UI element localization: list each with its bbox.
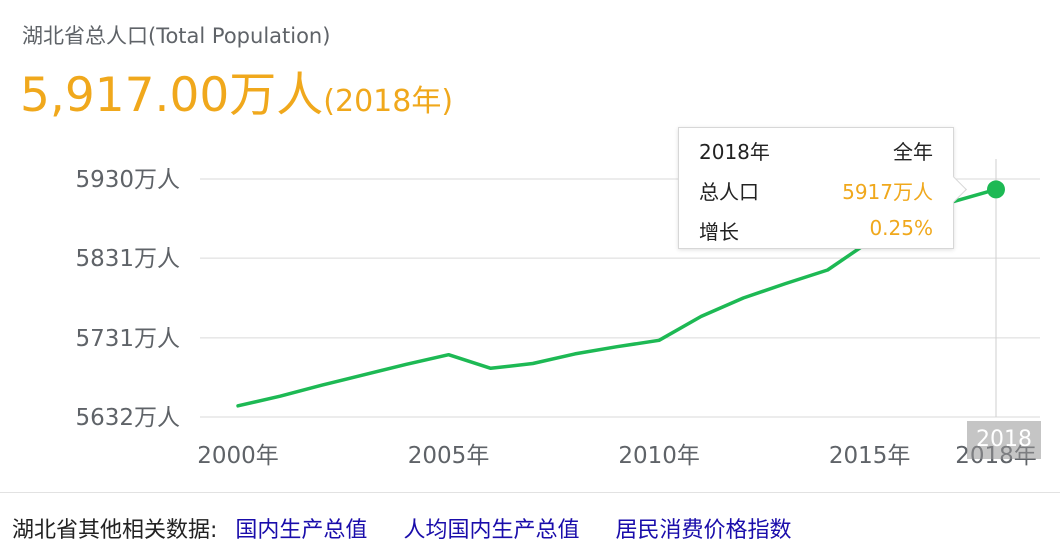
y-tick-label: 5632万人 (75, 405, 180, 431)
link-cpi[interactable]: 居民消费价格指数 (615, 518, 792, 543)
y-tick-label: 5831万人 (75, 246, 180, 272)
x-tick-label: 2005年 (408, 443, 490, 469)
x-tick-label: 2010年 (618, 443, 700, 469)
headline-value: 5,917.00万人(2018年) (20, 72, 453, 119)
x-tick-label: 2015年 (829, 443, 911, 469)
y-tick-label: 5930万人 (75, 167, 180, 193)
selected-year-badge: 2018 (967, 421, 1041, 459)
headline-year: (2018年) (323, 84, 454, 119)
link-gdp[interactable]: 国内生产总值 (235, 518, 368, 543)
highlight-point (987, 180, 1005, 199)
tooltip-period: 全年 (893, 140, 933, 164)
population-line-chart[interactable]: 5632万人 5731万人 5831万人 5930万人 2000年 2005年 2010年 2… (0, 120, 1060, 485)
x-tick-label: 2000年 (197, 443, 279, 469)
population-value: 5,917.00万人 (20, 68, 324, 123)
link-gdp-per-capita[interactable]: 人均国内生产总值 (403, 518, 580, 543)
tooltip-growth-value: 0.25% (869, 216, 933, 240)
tooltip-growth-label: 增长 (699, 220, 739, 244)
tooltip-metric-value: 5917万人 (842, 180, 933, 204)
tooltip-metric-label: 总人口 (699, 180, 759, 204)
divider (0, 492, 1060, 493)
tooltip-year: 2018年 (699, 140, 770, 164)
chart-subtitle: 湖北省总人口(Total Population) (22, 24, 331, 48)
y-tick-label: 5731万人 (75, 326, 180, 352)
related-data-footer: 湖北省其他相关数据: 国内生产总值 人均国内生产总值 居民消费价格指数 (12, 512, 809, 544)
related-data-label: 湖北省其他相关数据: (12, 518, 218, 543)
data-tooltip: 2018年 全年 总人口 5917万人 增长 0.25% (678, 127, 954, 249)
